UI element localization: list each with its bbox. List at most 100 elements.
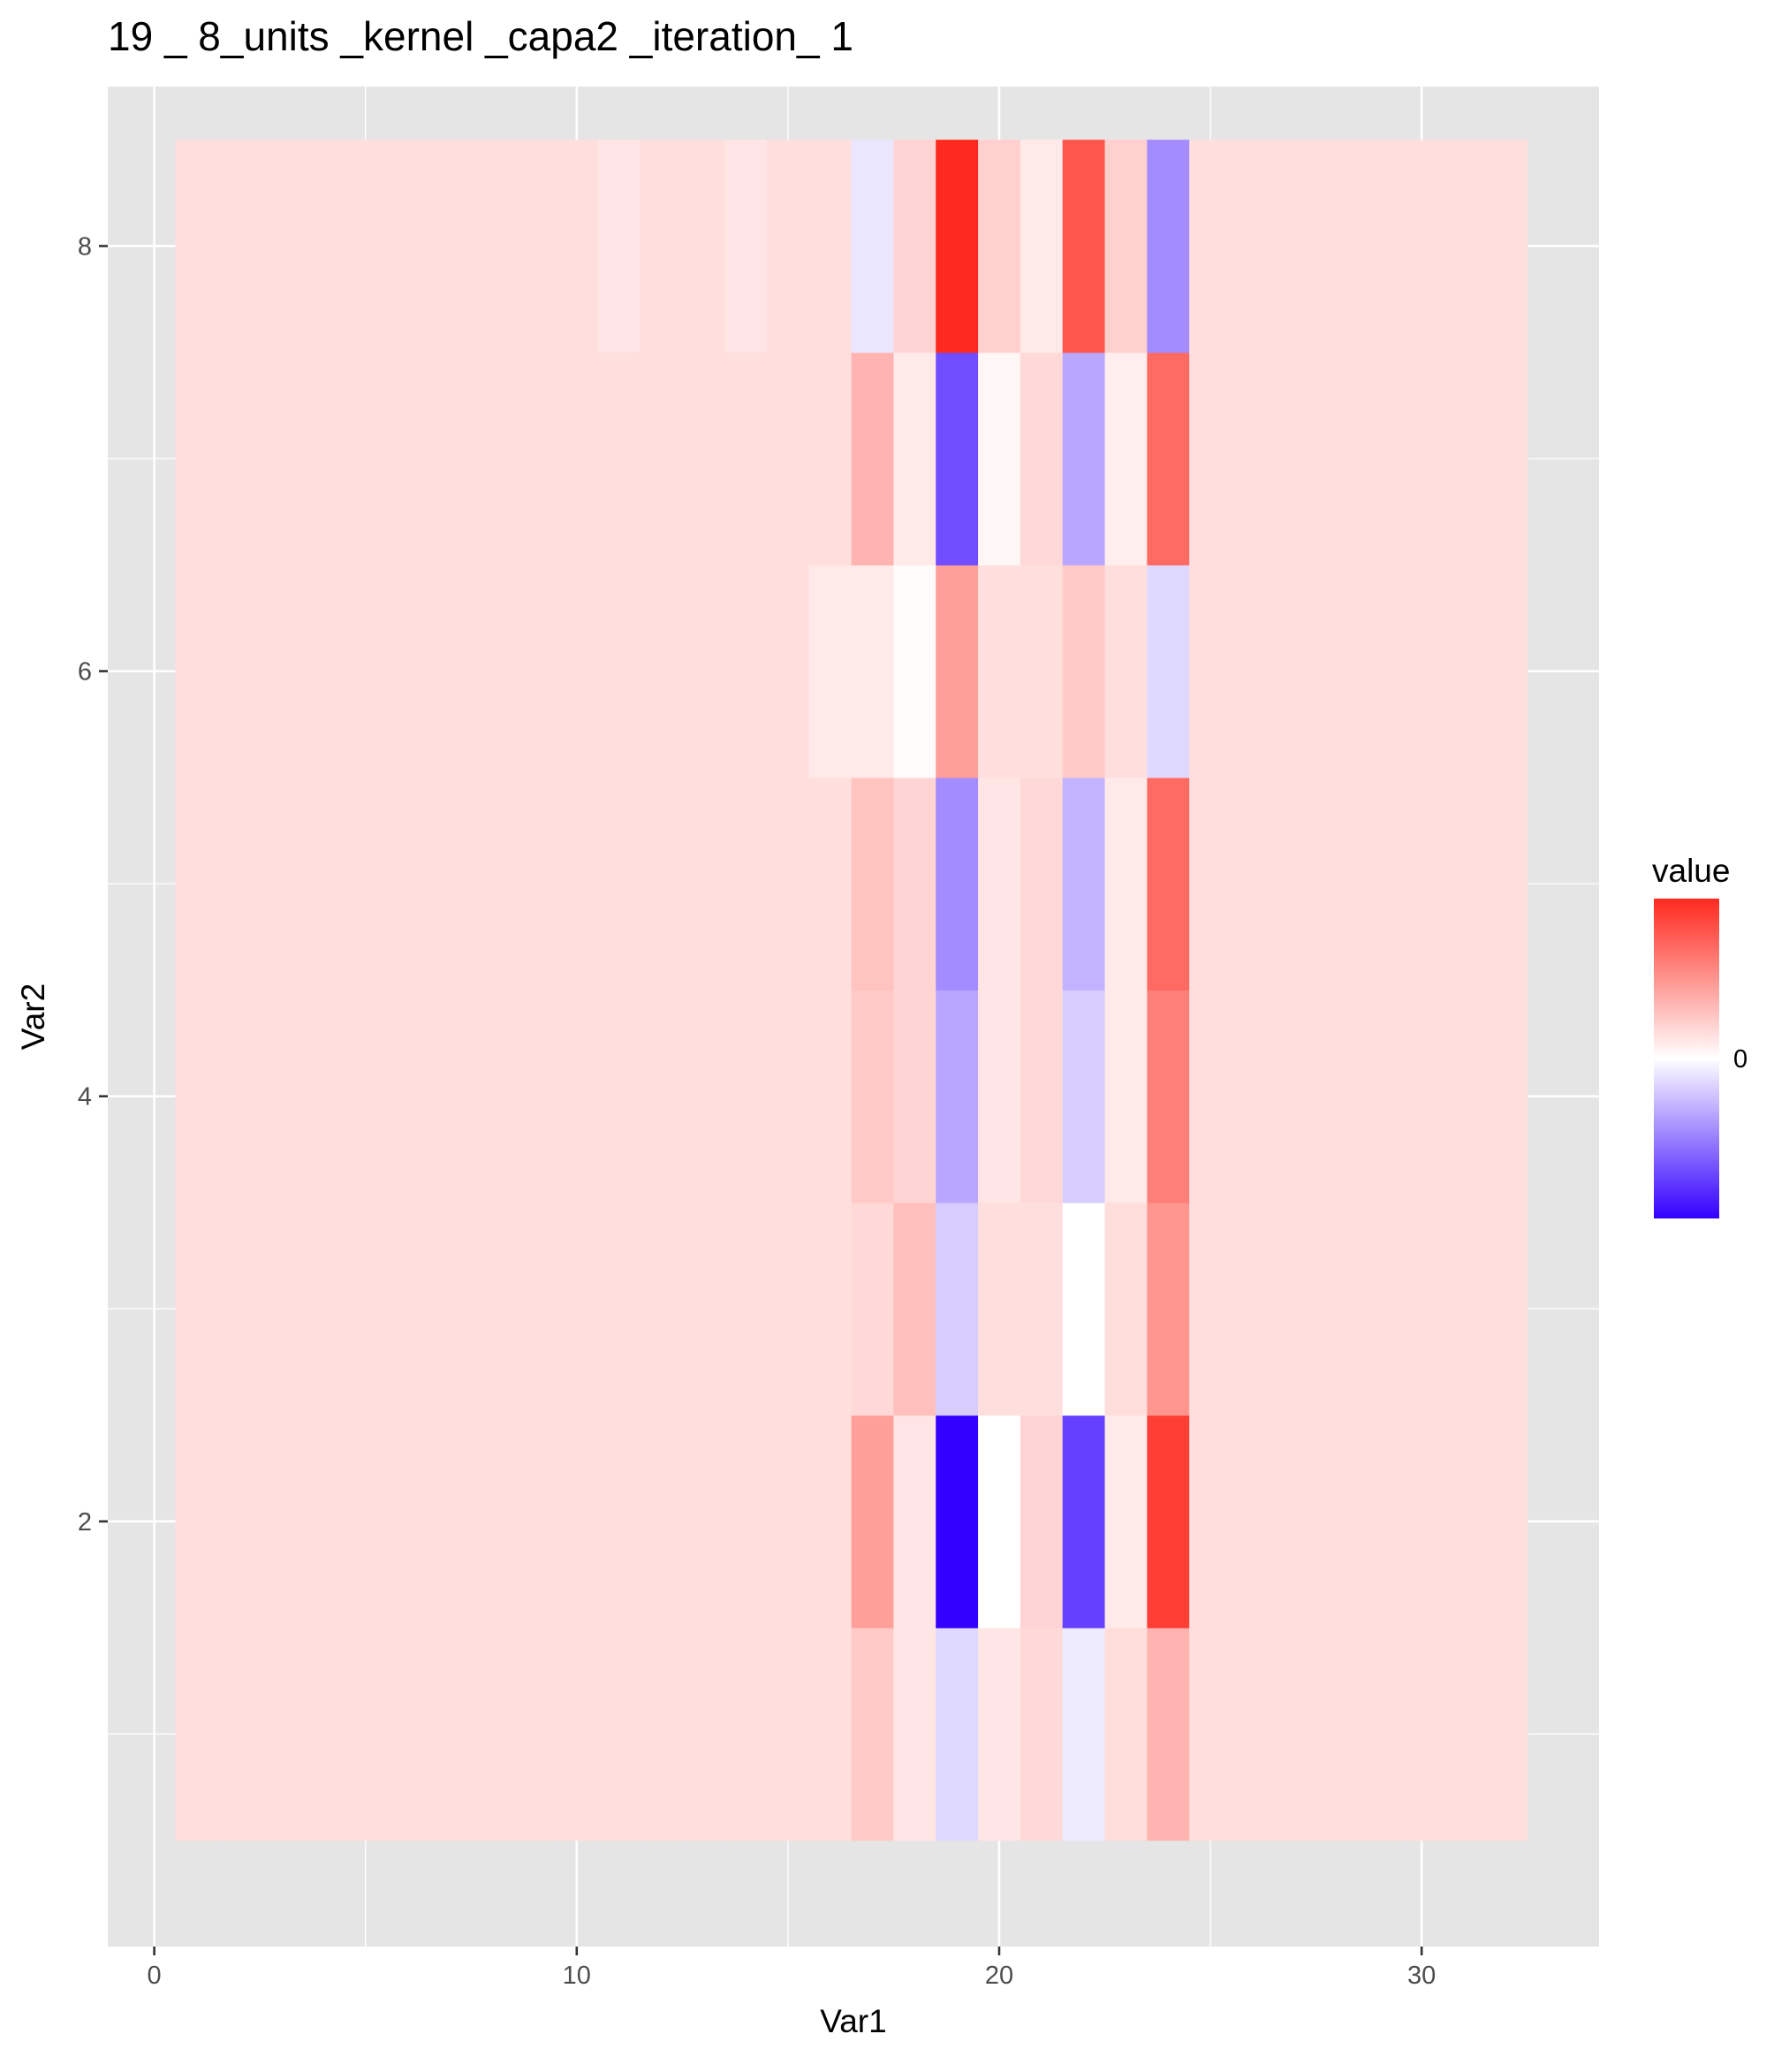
heatmap-tile: [175, 565, 218, 778]
heatmap-tile: [1315, 1628, 1360, 1841]
heatmap-tile: [555, 352, 599, 565]
heatmap-tile: [301, 1628, 345, 1841]
heatmap-tile: [724, 1628, 768, 1841]
heatmap-tile: [513, 352, 557, 565]
heatmap-tile: [260, 777, 303, 991]
heatmap-tile: [936, 565, 979, 778]
heatmap-tile: [1484, 1203, 1528, 1416]
heatmap-tile: [724, 565, 768, 778]
heatmap-tile: [555, 1203, 599, 1416]
heatmap-tile: [1189, 1203, 1232, 1416]
heatmap-tile: [1358, 777, 1401, 991]
x-axis-title: Var1: [820, 2003, 886, 2039]
heatmap-tile: [978, 1628, 1021, 1841]
heatmap-tile: [1231, 1203, 1275, 1416]
heatmap-tile: [597, 565, 641, 778]
heatmap-tile: [724, 352, 768, 565]
heatmap-tile: [471, 1415, 514, 1628]
heatmap-tile: [766, 140, 810, 353]
heatmap-tile: [766, 1415, 810, 1628]
heatmap-tile: [344, 1415, 388, 1628]
heatmap-tile: [1358, 1203, 1401, 1416]
heatmap-tile: [386, 1415, 430, 1628]
heatmap-tile: [893, 1415, 936, 1628]
heatmap-tile: [1147, 1628, 1190, 1841]
heatmap-tile: [682, 777, 725, 991]
heatmap-tile: [513, 1415, 557, 1628]
heatmap-tile: [1231, 990, 1275, 1203]
heatmap-tile: [555, 565, 599, 778]
heatmap-tile: [597, 990, 641, 1203]
heatmap-tile: [301, 990, 345, 1203]
heatmap-tile: [1358, 990, 1401, 1203]
heatmap-tile: [1484, 565, 1528, 778]
heatmap-tile: [1189, 1628, 1232, 1841]
heatmap-tile: [175, 1415, 218, 1628]
legend-label-zero: 0: [1733, 1045, 1747, 1074]
heatmap-tile: [1020, 565, 1064, 778]
heatmap-tile: [1147, 565, 1190, 778]
heatmap-tile: [217, 1203, 261, 1416]
heatmap-tile: [682, 1415, 725, 1628]
heatmap-tile: [1315, 1415, 1360, 1628]
heatmap-tile: [893, 565, 936, 778]
chart-title: 19 _ 8_units _kernel _capa2 _iteration_ …: [108, 13, 853, 59]
heatmap-tile: [1273, 565, 1317, 778]
heatmap-tile: [936, 777, 979, 991]
heatmap-tile: [1062, 990, 1106, 1203]
heatmap-tile: [175, 140, 218, 353]
heatmap-tile: [260, 565, 303, 778]
heatmap-tile: [344, 140, 388, 353]
heatmap-tile: [808, 990, 853, 1203]
heatmap-tile: [1020, 1203, 1064, 1416]
heatmap-tile: [513, 565, 557, 778]
heatmap-tile: [1147, 1415, 1190, 1628]
heatmap-tile: [1443, 777, 1486, 991]
heatmap-tile: [1358, 1628, 1401, 1841]
heatmap-tile: [217, 565, 261, 778]
heatmap-tile: [1104, 1628, 1148, 1841]
heatmap-tile: [640, 990, 683, 1203]
heatmap-tile: [555, 777, 599, 991]
heatmap-tile: [851, 777, 895, 991]
heatmap-tile: [386, 352, 430, 565]
heatmap-tile: [808, 1415, 853, 1628]
heatmap-tile: [428, 352, 472, 565]
heatmap-tile: [1484, 1415, 1528, 1628]
heatmap-tile: [1020, 1415, 1064, 1628]
heatmap-tile: [851, 1415, 895, 1628]
heatmap-tile: [1315, 1203, 1360, 1416]
heatmap-tile: [724, 140, 768, 353]
heatmap-tile: [1062, 1203, 1106, 1416]
heatmap-tile: [682, 140, 725, 353]
heatmap-tile: [344, 777, 388, 991]
y-tick-label: 4: [78, 1083, 92, 1112]
heatmap-tile: [893, 1203, 936, 1416]
heatmap-tile: [301, 777, 345, 991]
heatmap-tile: [808, 352, 853, 565]
heatmap-tile: [640, 352, 683, 565]
heatmap-tile: [808, 777, 853, 991]
heatmap-tile: [1062, 777, 1106, 991]
heatmap-tile: [1273, 1203, 1317, 1416]
heatmap-tile: [851, 140, 895, 353]
heatmap-tile: [386, 1203, 430, 1416]
heatmap-tile: [1400, 352, 1444, 565]
heatmap-tile: [766, 1203, 810, 1416]
heatmap-tile: [936, 352, 979, 565]
heatmap-tile: [301, 1415, 345, 1628]
heatmap-tile: [1020, 1628, 1064, 1841]
heatmap-tile: [386, 777, 430, 991]
heatmap-tile: [724, 1415, 768, 1628]
heatmap-tile: [428, 140, 472, 353]
heatmap-tile: [1484, 990, 1528, 1203]
y-tick-label: 8: [78, 232, 92, 261]
heatmap-tile: [724, 990, 768, 1203]
heatmap-tile: [1358, 1415, 1401, 1628]
heatmap-tile: [344, 990, 388, 1203]
heatmap-tile: [555, 1415, 599, 1628]
heatmap-tile: [1189, 1415, 1232, 1628]
heatmap-tile: [808, 1203, 853, 1416]
heatmap-tile: [640, 1628, 683, 1841]
heatmap-tile: [893, 777, 936, 991]
